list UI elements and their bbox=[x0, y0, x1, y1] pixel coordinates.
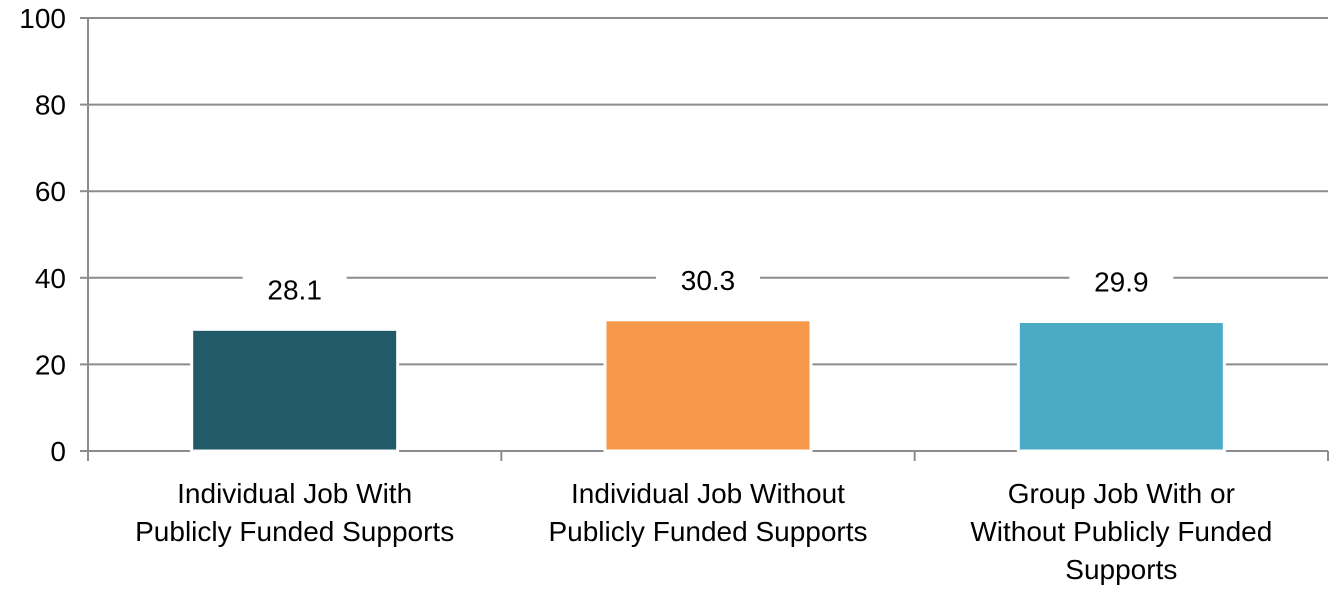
category-label: Group Job With or Without Publicly Funded… bbox=[970, 478, 1272, 585]
data-labels: 28.1 30.3 29.9 bbox=[242, 259, 1174, 310]
category-label-line: Publicly Funded Supports bbox=[548, 516, 867, 547]
data-label: 28.1 bbox=[267, 274, 322, 305]
category-label-line: Individual Job With bbox=[177, 478, 412, 509]
data-label-background bbox=[1069, 261, 1174, 302]
category-label: Individual Job With Publicly Funded Suppo… bbox=[135, 478, 454, 547]
category-label-line: Individual Job Without bbox=[571, 478, 845, 509]
y-tick-label: 100 bbox=[19, 3, 66, 34]
bars bbox=[190, 318, 1226, 453]
y-tick-label: 60 bbox=[35, 176, 66, 207]
data-label: 29.9 bbox=[1094, 267, 1149, 298]
y-tick-label: 80 bbox=[35, 90, 66, 121]
data-label-background bbox=[242, 269, 347, 310]
category-label: Individual Job Without Publicly Funded Su… bbox=[548, 478, 867, 547]
category-labels: Individual Job With Publicly Funded Suppo… bbox=[135, 478, 1272, 585]
y-tick-label: 40 bbox=[35, 263, 66, 294]
category-label-line: Without Publicly Funded bbox=[970, 516, 1272, 547]
category-label-line: Group Job With or bbox=[1008, 478, 1235, 509]
data-label-background bbox=[656, 259, 760, 300]
y-tick-label: 20 bbox=[35, 349, 66, 380]
bar bbox=[1016, 320, 1226, 453]
category-label-line: Supports bbox=[1065, 554, 1177, 585]
category-label-line: Publicly Funded Supports bbox=[135, 516, 454, 547]
data-label: 30.3 bbox=[681, 265, 736, 296]
y-axis-ticks: 0 20 40 60 80 100 bbox=[19, 3, 88, 467]
y-tick-label: 0 bbox=[50, 436, 66, 467]
gridlines bbox=[88, 17, 1328, 366]
bar bbox=[190, 327, 400, 453]
bar bbox=[603, 318, 813, 453]
